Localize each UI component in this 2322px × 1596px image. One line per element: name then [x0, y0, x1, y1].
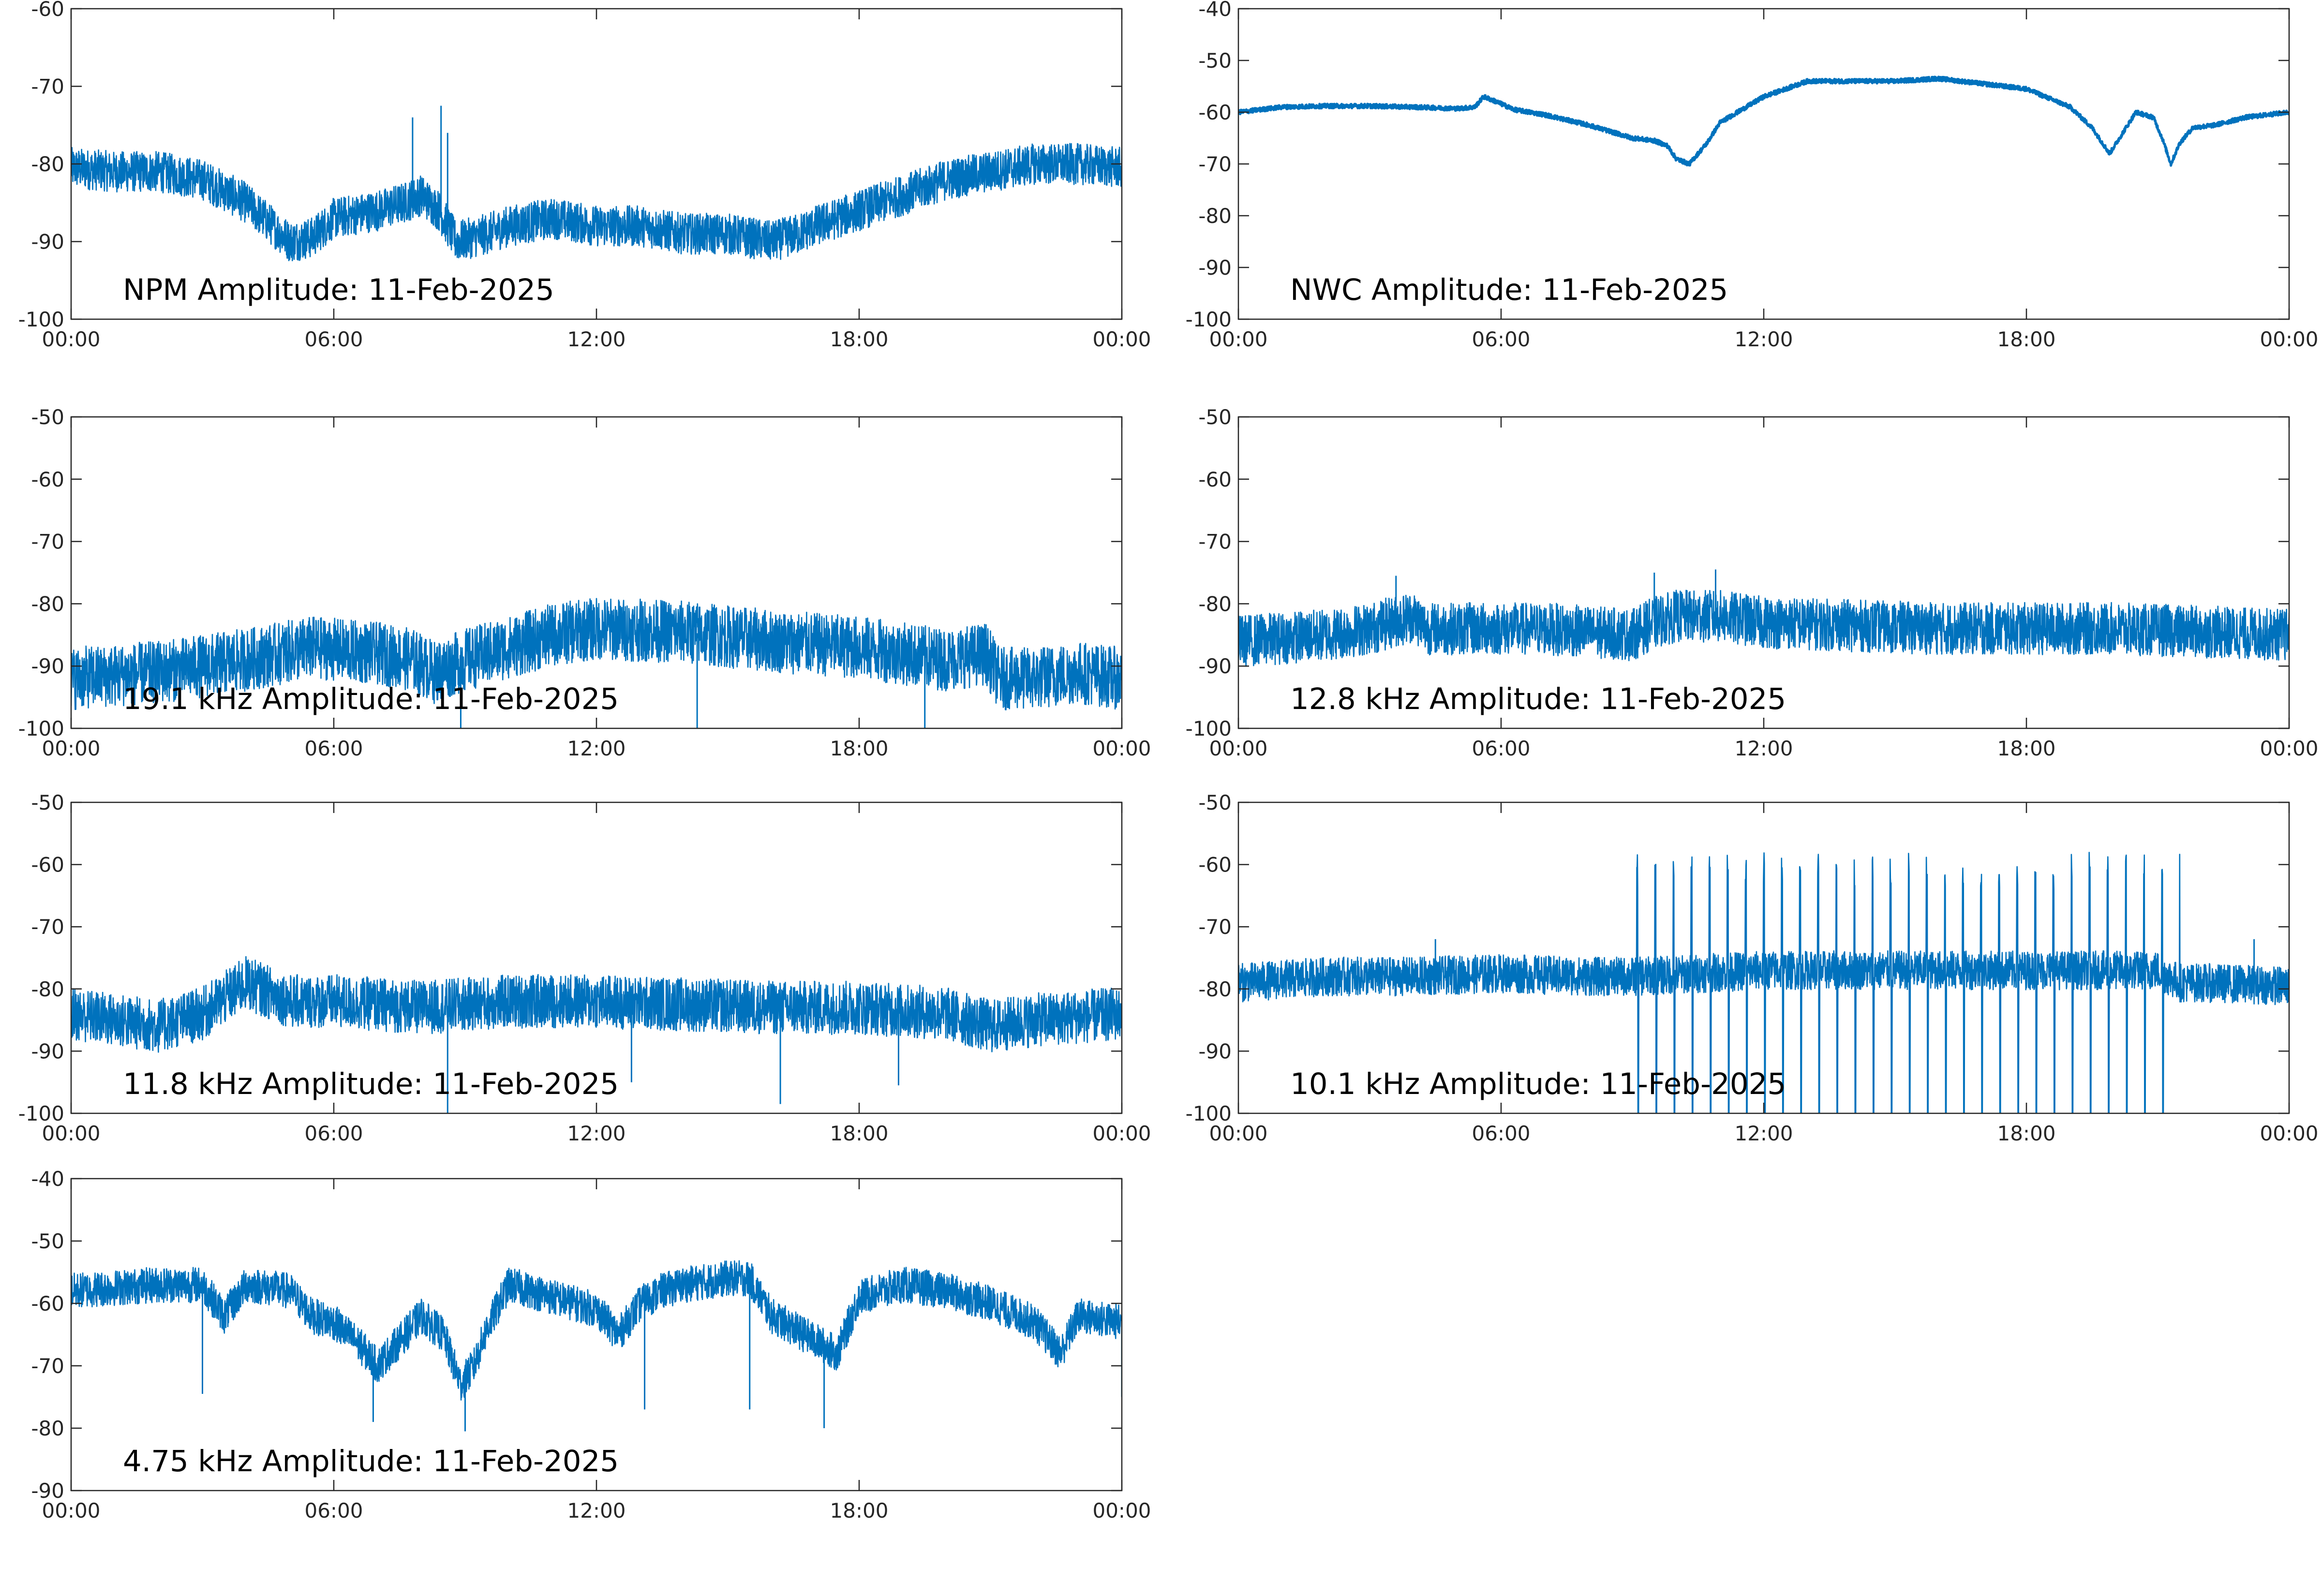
panel-title: NPM Amplitude: 11-Feb-2025 [123, 273, 554, 307]
x-tick-label: 00:00 [1092, 737, 1151, 760]
y-tick-label: -50 [1198, 49, 1232, 73]
x-tick-label: 12:00 [567, 1122, 625, 1145]
y-tick-label: -80 [1198, 977, 1232, 1001]
y-tick-label: -70 [1198, 530, 1232, 554]
x-tick-label: 00:00 [1092, 327, 1151, 351]
y-tick-label: -90 [31, 654, 64, 678]
y-tick-label: -50 [1198, 405, 1232, 429]
x-tick-label: 00:00 [1209, 737, 1267, 760]
y-tick-label: -60 [31, 468, 64, 491]
x-tick-label: 18:00 [1997, 1122, 2055, 1145]
x-tick-label: 06:00 [304, 1499, 363, 1522]
y-tick-label: -50 [31, 791, 64, 814]
y-tick-label: -80 [1198, 592, 1232, 616]
x-tick-label: 18:00 [1997, 737, 2055, 760]
x-tick-label: 00:00 [2260, 327, 2318, 351]
x-tick-label: 12:00 [567, 1499, 625, 1522]
amplitude-trace [1238, 590, 2289, 667]
x-tick-label: 12:00 [567, 737, 625, 760]
y-tick-label: -70 [31, 75, 64, 99]
x-tick-label: 00:00 [1092, 1499, 1151, 1522]
x-tick-label: 12:00 [1734, 1122, 1793, 1145]
x-tick-label: 18:00 [1997, 327, 2055, 351]
y-tick-label: -50 [31, 1229, 64, 1253]
y-tick-label: -90 [1198, 654, 1232, 678]
x-tick-label: 00:00 [1092, 1122, 1151, 1145]
x-tick-label: 00:00 [2260, 1122, 2318, 1145]
x-tick-label: 06:00 [1472, 737, 1530, 760]
y-tick-label: -90 [31, 230, 64, 254]
x-tick-label: 06:00 [304, 1122, 363, 1145]
y-tick-label: -70 [1198, 915, 1232, 939]
y-tick-label: -80 [31, 152, 64, 176]
y-tick-label: -80 [31, 592, 64, 616]
y-tick-label: -70 [31, 1354, 64, 1378]
x-tick-label: 00:00 [1209, 1122, 1267, 1145]
y-tick-label: -40 [31, 1167, 64, 1191]
y-tick-label: -50 [31, 405, 64, 429]
y-tick-label: -60 [1198, 101, 1232, 124]
amplitude-trace [1238, 75, 2289, 167]
x-tick-label: 06:00 [304, 327, 363, 351]
x-tick-label: 18:00 [830, 1499, 888, 1522]
y-tick-label: -80 [31, 977, 64, 1001]
y-tick-label: -100 [1186, 717, 1232, 740]
x-tick-label: 00:00 [42, 1499, 100, 1522]
y-tick-label: -60 [31, 0, 64, 21]
panel-title: 12.8 kHz Amplitude: 11-Feb-2025 [1290, 682, 1786, 716]
y-tick-label: -70 [31, 915, 64, 939]
y-tick-label: -100 [18, 308, 64, 331]
panel-title: 19.1 kHz Amplitude: 11-Feb-2025 [123, 682, 619, 716]
y-tick-label: -80 [1198, 204, 1232, 228]
x-tick-label: 00:00 [42, 1122, 100, 1145]
x-tick-label: 12:00 [1734, 327, 1793, 351]
y-tick-label: -80 [31, 1417, 64, 1440]
y-tick-label: -90 [31, 1479, 64, 1503]
amplitude-trace [71, 143, 1122, 262]
x-tick-label: 18:00 [830, 1122, 888, 1145]
y-tick-label: -100 [18, 1102, 64, 1125]
y-tick-label: -50 [1198, 791, 1232, 814]
panel-title: 11.8 kHz Amplitude: 11-Feb-2025 [123, 1067, 619, 1101]
x-tick-label: 06:00 [1472, 327, 1530, 351]
x-tick-label: 18:00 [830, 327, 888, 351]
y-tick-label: -90 [1198, 1039, 1232, 1063]
y-tick-label: -60 [31, 1292, 64, 1315]
x-tick-label: 12:00 [567, 327, 625, 351]
amplitude-trace [71, 1260, 1122, 1401]
panel-title: NWC Amplitude: 11-Feb-2025 [1290, 273, 1728, 307]
y-tick-label: -70 [1198, 152, 1232, 176]
x-tick-label: 00:00 [1209, 327, 1267, 351]
panel-title: 10.1 kHz Amplitude: 11-Feb-2025 [1290, 1067, 1786, 1101]
y-tick-label: -90 [31, 1039, 64, 1063]
y-tick-label: -90 [1198, 256, 1232, 280]
y-tick-label: -100 [1186, 308, 1232, 331]
amplitude-trace [71, 598, 1122, 710]
y-tick-label: -60 [1198, 468, 1232, 491]
panel-title: 4.75 kHz Amplitude: 11-Feb-2025 [123, 1444, 619, 1478]
x-tick-label: 06:00 [1472, 1122, 1530, 1145]
x-tick-label: 12:00 [1734, 737, 1793, 760]
x-tick-label: 00:00 [2260, 737, 2318, 760]
amplitude-trace [1238, 852, 2289, 1113]
x-tick-label: 00:00 [42, 737, 100, 760]
y-tick-label: -100 [1186, 1102, 1232, 1125]
y-tick-label: -60 [31, 853, 64, 877]
x-tick-label: 00:00 [42, 327, 100, 351]
y-tick-label: -60 [1198, 853, 1232, 877]
x-tick-label: 06:00 [304, 737, 363, 760]
y-tick-label: -100 [18, 717, 64, 740]
y-tick-label: -40 [1198, 0, 1232, 21]
amplitude-trace [71, 956, 1122, 1053]
x-tick-label: 18:00 [830, 737, 888, 760]
y-tick-label: -70 [31, 530, 64, 554]
